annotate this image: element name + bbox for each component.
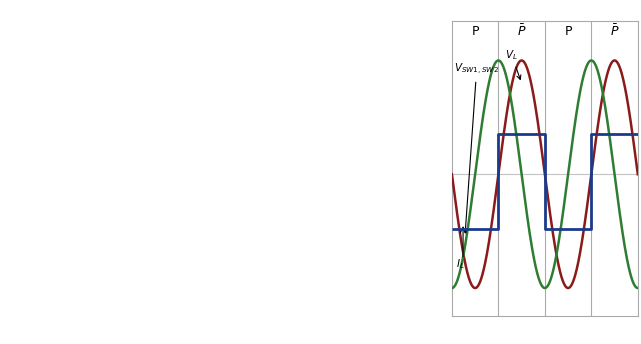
Text: $\bar{P}$: $\bar{P}$ [517, 24, 526, 39]
Text: $I_L$: $I_L$ [456, 258, 464, 271]
Text: $\bar{P}$: $\bar{P}$ [610, 24, 619, 39]
Text: P: P [564, 25, 572, 38]
Text: $V_L$: $V_L$ [505, 48, 521, 79]
Text: $V_{SW1,SW2}$: $V_{SW1,SW2}$ [454, 62, 499, 233]
Text: P: P [471, 25, 479, 38]
